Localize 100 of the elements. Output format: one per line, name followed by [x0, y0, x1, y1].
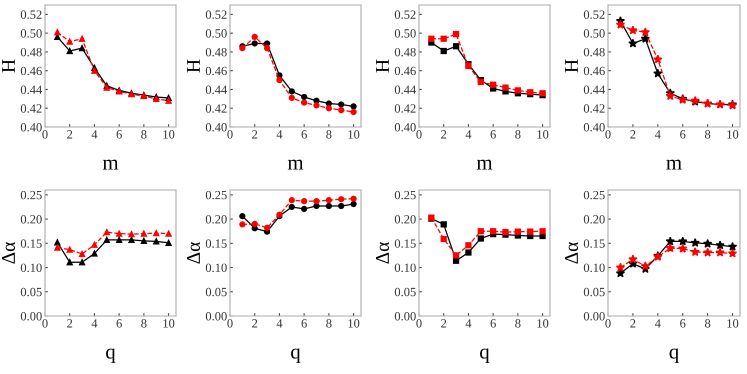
- y-tick-label: 0.10: [584, 264, 605, 272]
- y-tick-label: 0.40: [20, 123, 42, 132]
- x-tick-label: 10: [163, 130, 174, 139]
- y-tick-label: 0.52: [206, 10, 227, 19]
- y-tick-label: 0.52: [20, 10, 42, 19]
- x-tick-label: 8: [326, 319, 332, 328]
- x-tick-label: 2: [67, 130, 72, 138]
- x-tick-label: 8: [141, 319, 147, 328]
- y-tick-label: 0.05: [394, 288, 416, 296]
- y-tick-label: 0.42: [584, 104, 605, 113]
- x-tick-label: 8: [515, 319, 521, 328]
- y-tick-label: 0.20: [206, 215, 227, 224]
- y-tick-label: 0.50: [394, 29, 416, 38]
- y-tick-label: 0.48: [20, 48, 42, 56]
- x-tick-label: 8: [515, 130, 521, 139]
- x-tick-label: 4: [654, 319, 661, 328]
- y-tick-label: 0.25: [584, 190, 605, 200]
- x-tick-label: 0: [42, 319, 48, 328]
- y-axis-title: Δα: [186, 242, 200, 264]
- y-tick-label: 0.44: [394, 85, 416, 94]
- x-tick-label: 10: [727, 319, 738, 328]
- y-tick-label: 0.00: [20, 312, 42, 321]
- x-tick-label: 6: [116, 130, 122, 139]
- y-tick-label: 0.15: [20, 239, 42, 248]
- x-tick-label: 4: [654, 130, 661, 138]
- y-tick-label: 0.20: [584, 215, 605, 224]
- x-tick-label: 6: [490, 319, 496, 328]
- x-tick-label: 4: [466, 130, 472, 138]
- y-axis-title: Δα: [2, 242, 16, 264]
- x-tick-label: 2: [630, 130, 636, 138]
- y-tick-label: 0.52: [584, 10, 605, 19]
- y-axis-title: H: [565, 60, 578, 72]
- y-tick-label: 0.15: [394, 239, 416, 248]
- x-tick-label: 4: [276, 319, 282, 328]
- y-tick-label: 0.00: [584, 312, 605, 321]
- y-tick-label: 0.44: [20, 85, 42, 94]
- y-tick-label: 0.48: [206, 48, 227, 56]
- y-tick-label: 0.10: [394, 264, 416, 272]
- y-tick-label: 0.48: [584, 48, 605, 56]
- y-tick-label: 0.20: [20, 215, 42, 224]
- y-tick-label: 0.48: [394, 48, 416, 56]
- x-tick-label: 4: [92, 319, 98, 328]
- x-tick-label: 0: [605, 130, 611, 139]
- y-axis-title: H: [187, 60, 200, 72]
- y-tick-label: 0.25: [206, 190, 227, 200]
- x-tick-label: 10: [537, 130, 548, 139]
- x-tick-label: 2: [252, 319, 258, 328]
- x-tick-label: 0: [42, 130, 48, 139]
- x-tick-label: 2: [252, 130, 258, 138]
- x-tick-label: 10: [348, 130, 360, 139]
- y-tick-label: 0.10: [20, 264, 42, 272]
- y-tick-label: 0.50: [206, 29, 227, 38]
- y-tick-label: 0.25: [394, 190, 416, 200]
- y-tick-label: 0.20: [394, 215, 416, 224]
- y-tick-label: 0.46: [394, 66, 416, 76]
- y-tick-label: 0.10: [206, 264, 227, 272]
- y-tick-label: 0.05: [206, 288, 227, 296]
- x-axis-title: m: [476, 160, 492, 170]
- x-tick-label: 0: [416, 130, 422, 139]
- x-tick-label: 0: [605, 319, 611, 328]
- y-tick-label: 0.40: [206, 123, 227, 132]
- x-tick-label: 10: [163, 319, 174, 328]
- x-tick-label: 0: [227, 319, 233, 328]
- y-tick-label: 0.15: [206, 239, 227, 248]
- y-tick-label: 0.42: [394, 104, 416, 113]
- y-tick-label: 0.05: [20, 288, 42, 296]
- y-tick-label: 0.05: [584, 288, 605, 296]
- x-tick-label: 2: [630, 319, 636, 328]
- y-tick-label: 0.42: [206, 104, 227, 113]
- y-tick-label: 0.44: [206, 85, 228, 94]
- x-axis-title: q: [480, 348, 490, 363]
- x-axis-title: m: [666, 160, 682, 170]
- x-tick-label: 2: [441, 130, 446, 138]
- x-tick-label: 8: [141, 130, 147, 139]
- x-axis-title: q: [291, 348, 300, 363]
- x-tick-label: 8: [704, 319, 710, 328]
- x-tick-label: 0: [227, 130, 233, 139]
- x-axis-title: q: [670, 348, 679, 363]
- y-tick-label: 0.15: [584, 239, 605, 248]
- x-axis-title: q: [106, 348, 116, 363]
- y-tick-label: 0.46: [206, 66, 227, 76]
- x-tick-label: 10: [727, 130, 738, 139]
- y-tick-label: 0.46: [584, 66, 605, 76]
- y-tick-label: 0.00: [394, 312, 416, 321]
- x-tick-label: 6: [302, 319, 307, 328]
- y-tick-label: 0.42: [20, 104, 42, 113]
- x-tick-label: 4: [92, 130, 98, 138]
- x-axis-title: m: [288, 160, 304, 170]
- y-axis-title: H: [376, 60, 389, 72]
- x-tick-label: 8: [326, 130, 332, 139]
- x-axis-title: m: [102, 160, 118, 170]
- y-tick-label: 0.50: [584, 29, 605, 38]
- x-tick-label: 0: [416, 319, 422, 328]
- x-tick-label: 6: [116, 319, 122, 328]
- y-axis-title: Δα: [564, 242, 578, 264]
- x-tick-label: 4: [276, 130, 282, 138]
- x-tick-label: 6: [680, 319, 686, 328]
- x-tick-label: 2: [67, 319, 72, 328]
- x-tick-label: 10: [348, 319, 360, 328]
- y-tick-label: 0.00: [206, 312, 227, 321]
